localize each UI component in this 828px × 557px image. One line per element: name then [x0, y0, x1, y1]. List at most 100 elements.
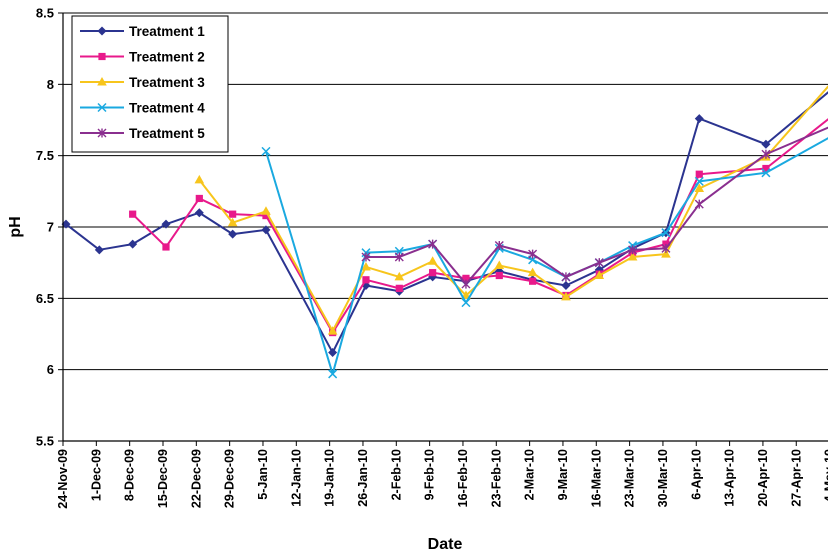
data-point	[761, 149, 771, 159]
x-tick-label: 2-Feb-10	[389, 449, 403, 500]
data-point	[129, 210, 137, 218]
x-tick-label: 1-Dec-09	[89, 449, 103, 501]
data-point	[394, 271, 405, 281]
legend-label: Treatment 3	[129, 75, 205, 90]
data-point	[527, 267, 538, 277]
data-point	[261, 225, 271, 235]
data-point	[694, 199, 704, 209]
legend-item-3: Treatment 3	[80, 75, 205, 90]
x-tick-label: 5-Jan-10	[256, 449, 270, 500]
data-point	[261, 206, 271, 215]
legend-label: Treatment 4	[129, 101, 205, 116]
x-tick-label: 12-Jan-10	[289, 449, 303, 507]
data-point	[494, 241, 504, 251]
data-point	[161, 219, 171, 229]
data-point	[495, 271, 503, 280]
data-point	[694, 176, 704, 186]
legend-marker	[98, 52, 106, 61]
data-point	[461, 279, 471, 289]
legend-item-2: Treatment 2	[80, 50, 205, 65]
data-point	[661, 228, 671, 238]
data-point	[694, 183, 705, 192]
x-tick-label: 27-Apr-10	[789, 449, 803, 507]
x-tick-label: 13-Apr-10	[723, 449, 737, 507]
data-point	[462, 274, 470, 282]
x-tick-label: 20-Apr-10	[756, 449, 770, 507]
x-tick-label: 2-Mar-10	[523, 449, 537, 500]
data-point	[428, 239, 438, 249]
x-axis-title: Date	[428, 536, 463, 553]
series-5	[361, 126, 828, 289]
data-point	[761, 139, 771, 149]
legend-item-5: Treatment 5	[80, 126, 205, 141]
legend-marker	[97, 26, 107, 36]
x-tick-label: 22-Dec-09	[189, 449, 203, 508]
data-point	[229, 210, 237, 218]
data-point	[228, 229, 238, 239]
data-point	[594, 270, 605, 280]
x-tick-label: 23-Feb-10	[489, 449, 503, 507]
x-tick-label: 9-Feb-10	[423, 449, 437, 500]
data-point	[561, 280, 571, 290]
legend-label: Treatment 1	[129, 24, 205, 39]
data-point	[328, 369, 338, 379]
y-tick-label: 6.5	[36, 291, 54, 306]
data-point	[528, 249, 538, 259]
x-tick-label: 29-Dec-09	[223, 449, 237, 508]
x-tick-label: 15-Dec-09	[156, 449, 170, 508]
x-tick-label: 19-Jan-10	[323, 449, 337, 507]
data-point	[694, 114, 704, 124]
legend-label: Treatment 2	[129, 50, 205, 65]
data-point	[394, 252, 404, 262]
x-tick-labels: 24-Nov-09 1-Dec-09 8-Dec-09 15-Dec-09 22-Dec…	[56, 449, 828, 509]
y-tick-label: 7.5	[36, 148, 54, 163]
data-point	[94, 245, 104, 255]
data-point	[429, 269, 437, 277]
data-point	[395, 284, 403, 292]
data-point	[261, 146, 271, 156]
data-point	[594, 258, 604, 268]
data-point	[361, 261, 371, 271]
y-tick-label: 7	[47, 220, 54, 235]
x-tick-label: 30-Mar-10	[656, 449, 670, 507]
x-tick-label: 24-Nov-09	[56, 449, 70, 509]
data-point	[661, 249, 671, 258]
data-point	[628, 245, 638, 255]
data-point	[227, 217, 238, 227]
legend-marker	[97, 128, 107, 138]
data-point	[362, 276, 370, 284]
legend-item-4: Treatment 4	[80, 101, 205, 116]
legend-item-1: Treatment 1	[80, 24, 205, 39]
x-tick-label: 16-Mar-10	[589, 449, 603, 507]
data-point	[627, 251, 638, 261]
y-tick-label: 6	[47, 362, 54, 377]
data-point	[561, 291, 571, 301]
data-point	[328, 348, 338, 358]
data-point	[327, 326, 338, 335]
data-point	[61, 219, 71, 229]
x-tick-label: 6-Apr-10	[689, 449, 703, 500]
data-point	[762, 164, 770, 173]
x-tick-label: 16-Feb-10	[456, 449, 470, 507]
data-point	[361, 252, 371, 262]
series-layer	[61, 84, 828, 379]
data-point	[194, 174, 205, 184]
x-tick-label: 26-Jan-10	[356, 449, 370, 507]
x-tick-label: 9-Mar-10	[556, 449, 570, 500]
legend-label: Treatment 5	[129, 126, 205, 141]
data-point	[529, 277, 537, 285]
data-point	[194, 208, 204, 218]
data-point	[761, 168, 771, 178]
data-point	[195, 194, 203, 203]
data-point	[461, 298, 471, 308]
data-point	[262, 211, 270, 220]
data-point	[427, 256, 438, 265]
y-tick-labels: 5.5 6 6.5 7 7.5 8 8.5	[36, 6, 54, 449]
x-tick-label: 8-Dec-09	[123, 449, 137, 501]
x-tick-label: 4-May-10	[823, 449, 828, 503]
legend-marker	[97, 77, 107, 86]
data-point	[661, 243, 671, 253]
data-point	[561, 272, 571, 282]
data-point	[128, 239, 138, 249]
